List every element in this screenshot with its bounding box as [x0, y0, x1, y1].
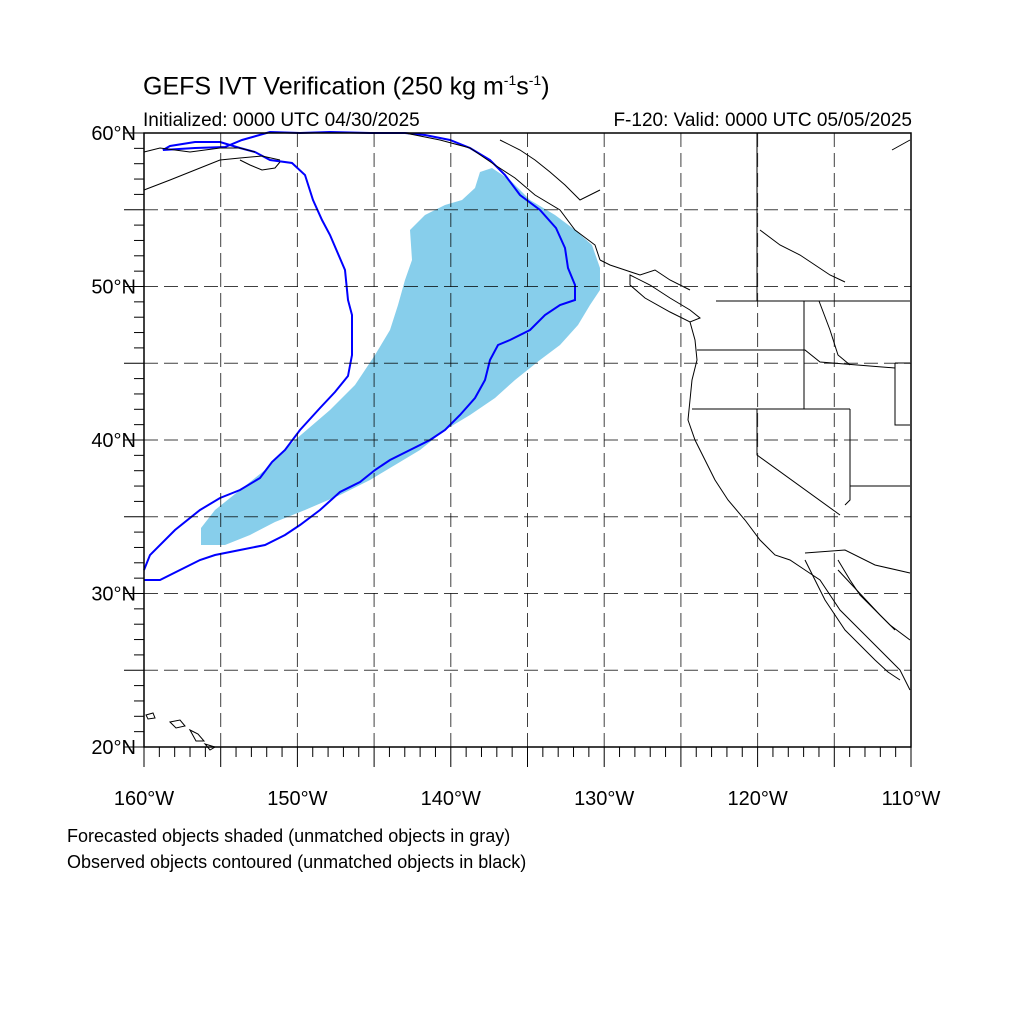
axis-labels: 60°N 50°N 40°N 30°N 20°N 160°W 150°W 140°W 130°W… [91, 123, 940, 810]
initialized-time: Initialized: 0000 UTC 04/30/2025 [143, 110, 420, 131]
axis-ticks [124, 132, 912, 767]
footer-observed-note: Observed objects contoured (unmatched ob… [67, 852, 527, 872]
lon-label: 140°W [421, 788, 481, 810]
lat-lon-grid [144, 133, 911, 747]
valid-time: F-120: Valid: 0000 UTC 05/05/2025 [613, 110, 912, 131]
lat-label: 30°N [91, 584, 136, 606]
coastlines [143, 132, 911, 751]
lat-label: 40°N [91, 430, 136, 452]
lat-label: 20°N [91, 737, 136, 759]
forecast-ivt-object [201, 168, 600, 545]
lat-label: 50°N [91, 277, 136, 299]
political-boundaries [692, 133, 911, 574]
lon-label: 160°W [114, 788, 174, 810]
lat-label: 60°N [91, 123, 136, 145]
lon-label: 120°W [727, 788, 787, 810]
lon-label: 130°W [574, 788, 634, 810]
lon-label: 110°W [882, 788, 941, 810]
lon-label: 150°W [267, 788, 327, 810]
footer-forecast-note: Forecasted objects shaded (unmatched obj… [67, 826, 511, 846]
map-title: GEFS IVT Verification (250 kg m-1s-1) [143, 72, 550, 101]
observed-ivt-contour [143, 130, 576, 581]
